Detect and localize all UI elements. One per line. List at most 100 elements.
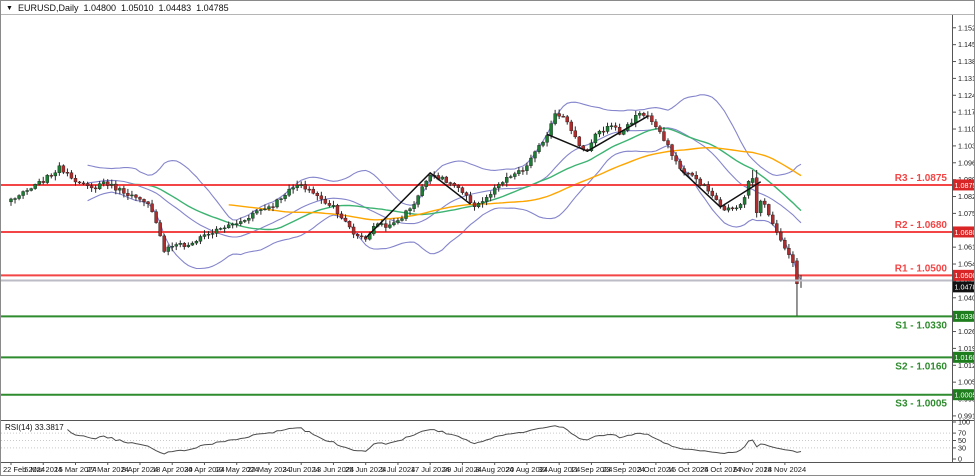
candle[interactable] xyxy=(557,113,561,117)
candle[interactable] xyxy=(178,243,182,245)
candle[interactable] xyxy=(315,193,320,197)
candle[interactable] xyxy=(613,125,618,128)
candle[interactable] xyxy=(251,212,255,219)
candle[interactable] xyxy=(690,172,694,176)
candle[interactable] xyxy=(291,187,295,190)
bollinger-upper-band[interactable] xyxy=(87,94,802,221)
bollinger-lower-band[interactable] xyxy=(87,144,802,282)
candle[interactable] xyxy=(424,180,428,187)
candle[interactable] xyxy=(642,113,646,116)
candle[interactable] xyxy=(476,203,481,207)
candle[interactable] xyxy=(102,181,106,184)
candle[interactable] xyxy=(783,240,787,249)
candle[interactable] xyxy=(275,199,279,208)
candle[interactable] xyxy=(722,205,727,211)
candle[interactable] xyxy=(609,125,614,128)
candle[interactable] xyxy=(283,195,287,199)
candle[interactable] xyxy=(589,142,594,151)
candle[interactable] xyxy=(243,220,247,222)
candle[interactable] xyxy=(73,178,78,183)
chart-menu-icon[interactable]: ▼ xyxy=(6,4,13,12)
candle[interactable] xyxy=(738,204,743,209)
candle[interactable] xyxy=(239,221,243,224)
candle[interactable] xyxy=(730,207,735,210)
candle[interactable] xyxy=(400,218,404,221)
candle[interactable] xyxy=(230,223,235,226)
level-label-s2[interactable]: S2 - 1.0160 xyxy=(895,361,947,372)
bollinger-middle-band[interactable] xyxy=(87,127,802,238)
candle[interactable] xyxy=(347,221,352,228)
candle[interactable] xyxy=(17,195,21,199)
candle[interactable] xyxy=(630,122,634,125)
candle[interactable] xyxy=(565,116,569,123)
candle[interactable] xyxy=(601,130,606,133)
candle[interactable] xyxy=(767,204,771,216)
candle[interactable] xyxy=(319,195,324,200)
candle[interactable] xyxy=(412,204,416,209)
candle[interactable] xyxy=(670,144,674,156)
candle[interactable] xyxy=(577,136,582,146)
level-label-r1[interactable]: R1 - 1.0500 xyxy=(895,263,948,274)
candle[interactable] xyxy=(742,197,747,205)
candle[interactable] xyxy=(150,203,154,212)
candle[interactable] xyxy=(114,183,118,191)
candle[interactable] xyxy=(658,126,662,132)
candle[interactable] xyxy=(408,208,412,211)
candle[interactable] xyxy=(287,188,291,196)
candle[interactable] xyxy=(162,235,166,252)
candle[interactable] xyxy=(779,231,783,241)
candle[interactable] xyxy=(501,182,505,185)
level-label-r2[interactable]: R2 - 1.0680 xyxy=(895,220,948,231)
candle[interactable] xyxy=(69,172,74,179)
candle[interactable] xyxy=(384,223,388,228)
rsi-line[interactable] xyxy=(67,425,802,455)
candle[interactable] xyxy=(142,199,146,202)
candle[interactable] xyxy=(295,184,299,188)
candle[interactable] xyxy=(714,195,719,200)
candle[interactable] xyxy=(263,208,267,211)
candle[interactable] xyxy=(666,140,670,145)
candle[interactable] xyxy=(210,233,215,235)
candle[interactable] xyxy=(331,205,336,207)
candle[interactable] xyxy=(537,145,541,152)
trendline-2[interactable] xyxy=(546,115,649,153)
candle[interactable] xyxy=(541,142,545,146)
candle[interactable] xyxy=(307,188,311,191)
candle[interactable] xyxy=(53,172,58,177)
candle[interactable] xyxy=(710,190,715,196)
candle[interactable] xyxy=(521,170,525,172)
rsi-indicator-label[interactable]: RSI(14) 33.3817 xyxy=(5,423,64,432)
candle[interactable] xyxy=(573,130,577,138)
level-label-r3[interactable]: R3 - 1.0875 xyxy=(895,173,948,184)
candle[interactable] xyxy=(513,173,517,177)
candle[interactable] xyxy=(497,184,501,189)
candle[interactable] xyxy=(561,115,565,118)
candle[interactable] xyxy=(299,184,303,186)
candle[interactable] xyxy=(85,183,90,186)
candle[interactable] xyxy=(509,176,513,178)
candle[interactable] xyxy=(118,188,122,191)
candle[interactable] xyxy=(21,191,25,196)
candle[interactable] xyxy=(517,170,521,174)
candle[interactable] xyxy=(146,201,150,205)
candle[interactable] xyxy=(9,198,13,203)
candle[interactable] xyxy=(553,113,557,124)
candle[interactable] xyxy=(271,206,275,208)
candle[interactable] xyxy=(126,193,130,196)
candle[interactable] xyxy=(545,135,549,143)
candle[interactable] xyxy=(569,121,573,131)
candle[interactable] xyxy=(791,254,795,263)
candle[interactable] xyxy=(186,244,191,247)
candle[interactable] xyxy=(194,241,199,244)
candle[interactable] xyxy=(13,198,17,200)
candle[interactable] xyxy=(29,188,33,191)
candle[interactable] xyxy=(674,155,678,162)
candle[interactable] xyxy=(134,194,138,198)
candle[interactable] xyxy=(81,182,86,185)
candle[interactable] xyxy=(698,178,702,186)
candle[interactable] xyxy=(492,187,497,195)
moving-average-slow[interactable] xyxy=(228,146,802,221)
candle[interactable] xyxy=(359,235,364,238)
candle[interactable] xyxy=(754,177,759,213)
